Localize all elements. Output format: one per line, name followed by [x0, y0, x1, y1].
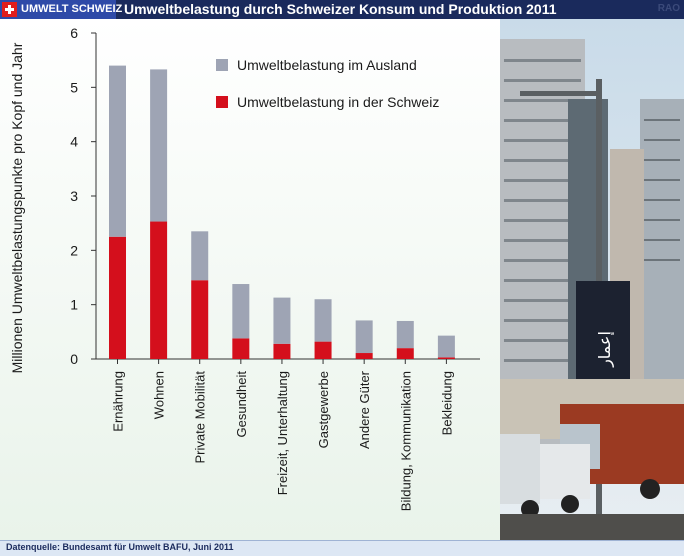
x-tick-label: Gesundheit [234, 371, 249, 438]
bar-ausland [355, 320, 373, 354]
skyline-photo: إعمار [500, 19, 684, 540]
y-tick-label: 2 [70, 242, 78, 258]
bar-ausland [314, 299, 332, 342]
y-tick-label: 4 [70, 134, 78, 150]
bar-ausland [437, 335, 455, 358]
x-tick-label: Bildung, Kommunikation [398, 371, 413, 511]
bar-schweiz [150, 221, 168, 359]
car-left [500, 434, 540, 504]
bar-schweiz [109, 236, 126, 359]
y-tick-label: 6 [70, 25, 78, 41]
bar-ausland [191, 231, 209, 281]
bar-schweiz [355, 353, 373, 359]
bar-ausland [232, 284, 250, 339]
chart-background [0, 19, 500, 540]
y-axis-label: Millionen Umweltbelastungspunkte pro Kop… [9, 42, 25, 373]
header-bar: UMWELT SCHWEIZ Umweltbelastung durch Sch… [0, 0, 684, 19]
bar-schweiz [273, 343, 291, 359]
data-source-text: Datenquelle: Bundesamt für Umwelt BAFU, … [6, 542, 234, 552]
swiss-flag-icon [2, 2, 17, 17]
bar-schweiz [437, 357, 455, 359]
bar-ausland [273, 297, 291, 344]
x-tick-label: Wohnen [152, 371, 167, 419]
footer-bar: Datenquelle: Bundesamt für Umwelt BAFU, … [0, 540, 684, 556]
brand-text: UMWELT SCHWEIZ [21, 3, 123, 15]
bar-schweiz [232, 338, 250, 359]
x-tick-label: Andere Güter [357, 370, 372, 449]
car-mid [540, 444, 590, 499]
billboard-text: إعمار [595, 331, 615, 368]
bar-ausland [396, 320, 414, 349]
corner-mark: RAO [657, 3, 680, 14]
legend-swatch [216, 59, 228, 71]
x-tick-label: Freizeit, Unterhaltung [275, 371, 290, 495]
x-tick-label: Gastgewerbe [316, 371, 331, 448]
bar-schweiz [396, 348, 414, 359]
chart: Millionen Umweltbelastungspunkte pro Kop… [0, 19, 500, 540]
legend-swatch [216, 96, 228, 108]
bar-ausland [109, 65, 126, 237]
y-tick-label: 1 [70, 297, 78, 313]
bar-schweiz [191, 280, 209, 359]
y-tick-label: 5 [70, 79, 78, 95]
y-tick-label: 3 [70, 188, 78, 204]
x-tick-label: Bekleidung [439, 371, 454, 435]
bar-schweiz [314, 341, 332, 359]
y-tick-label: 0 [70, 351, 78, 367]
x-tick-label: Private Mobilität [193, 371, 208, 464]
x-tick-label: Ernährung [111, 371, 126, 432]
bar-ausland [150, 69, 168, 222]
tower-right [640, 99, 684, 429]
legend-label: Umweltbelastung im Ausland [237, 57, 417, 73]
legend-label: Umweltbelastung in der Schweiz [237, 94, 439, 110]
brand-badge: UMWELT SCHWEIZ [0, 0, 122, 19]
page-title: Umweltbelastung durch Schweizer Konsum u… [124, 1, 557, 17]
